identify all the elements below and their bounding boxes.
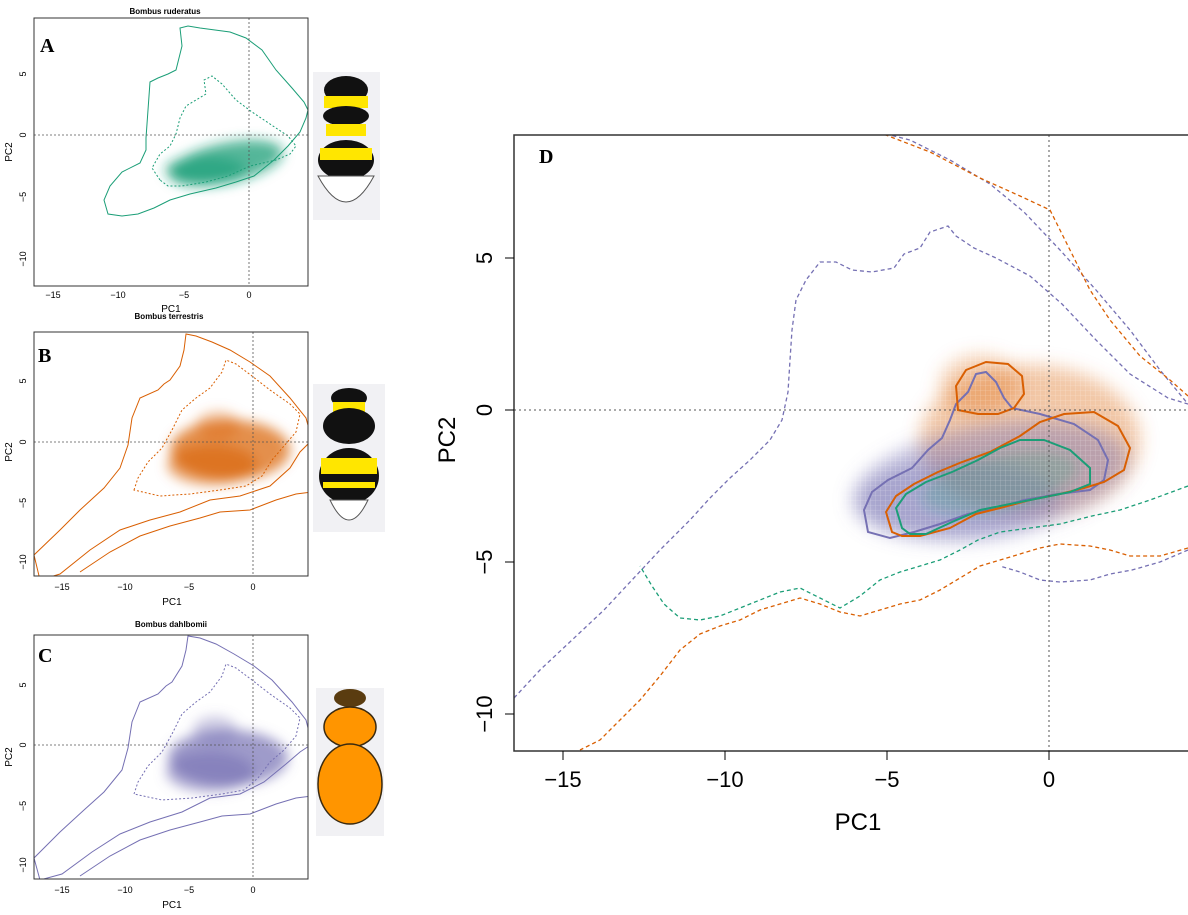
panel-c-letter: C	[38, 645, 52, 667]
panel-c-xtick-2: −10	[117, 885, 132, 895]
panel-c-ytick-2: −5	[18, 801, 28, 811]
panel-a-xtick-1: −15	[45, 290, 60, 300]
panel-a-inner-contour	[151, 75, 297, 187]
panel-c-outer-contour	[34, 635, 308, 879]
panel-b: Bombus terrestris B −15 −10 −5 0 −10 −5 …	[4, 312, 385, 608]
panel-c-frame	[33, 634, 309, 880]
panel-a-ytick-2: −5	[18, 192, 28, 202]
panel-b-y-ticks: −10 −5 0 5	[18, 378, 28, 569]
panel-c-xtick-3: −5	[184, 885, 194, 895]
panel-a-xtick-2: −10	[110, 290, 125, 300]
panel-c-x-ticks: −15 −10 −5 0	[54, 885, 255, 895]
panel-d-y-tick-marks	[505, 257, 514, 715]
panel-b-density	[167, 411, 290, 485]
panel-d-xlabel: PC1	[835, 809, 882, 836]
panel-b-xtick-3: −5	[184, 582, 194, 592]
panel-a-ytick-3: 0	[18, 132, 28, 137]
panel-d-letter: D	[539, 146, 553, 168]
panel-d-ytick-4: 5	[472, 252, 497, 264]
panel-d-y-ticks: −10 −5 0 5	[472, 252, 497, 733]
panel-c-ytick-4: 5	[18, 682, 28, 687]
panel-b-xlabel: PC1	[162, 597, 182, 608]
panel-a-xlabel: PC1	[161, 304, 181, 315]
panel-d-frame	[513, 134, 1188, 752]
panel-d-dashed-contour-orange	[579, 543, 1188, 751]
panel-a-letter: A	[40, 35, 55, 57]
panel-d-contour-orange-2	[954, 360, 1026, 415]
panel-a-ytick-1: −10	[18, 251, 28, 266]
panel-c-ytick-1: −10	[18, 857, 28, 872]
panel-a-y-ticks: −10 −5 0 5	[18, 71, 28, 266]
panel-d-dashed-contour-upper	[883, 135, 1188, 397]
panel-b-letter: B	[38, 345, 51, 367]
panel-c-outer-contour-2	[79, 795, 308, 877]
panel-a-ylabel: PC2	[4, 142, 15, 162]
panel-d-ylabel: PC2	[434, 417, 461, 464]
panel-d-dashed-contour-purple	[514, 135, 1188, 699]
panel-c-ylabel: PC2	[4, 747, 15, 767]
panel-b-ytick-4: 5	[18, 378, 28, 383]
panel-c-xtick-1: −15	[54, 885, 69, 895]
panel-a-xtick-4: 0	[246, 290, 251, 300]
bee-illustration-b	[313, 384, 385, 532]
panel-b-xtick-2: −10	[117, 582, 132, 592]
panel-b-ylabel: PC2	[4, 442, 15, 462]
panel-d-xtick-1: −15	[544, 767, 581, 792]
panel-b-outer-contour-2	[79, 491, 308, 573]
panel-a-xtick-3: −5	[179, 290, 189, 300]
panel-a-title: Bombus ruderatus	[129, 7, 201, 16]
panel-b-xtick-1: −15	[54, 582, 69, 592]
panel-a-ytick-4: 5	[18, 71, 28, 76]
panel-a-frame	[33, 17, 309, 287]
panel-b-outer-contour	[34, 333, 308, 576]
panel-a-density	[165, 140, 283, 186]
panel-d-ytick-1: −10	[472, 695, 497, 732]
panel-b-inner-contour	[133, 359, 301, 497]
bee-illustration-c	[316, 688, 384, 836]
panel-c-xlabel: PC1	[162, 900, 182, 911]
panel-d-xtick-3: −5	[874, 767, 899, 792]
panel-d-dashed-contour-green	[639, 485, 1188, 621]
panel-a-x-ticks: −15 −10 −5 0	[45, 290, 251, 300]
panel-d-x-tick-marks	[562, 751, 1050, 760]
panel-a-outer-contour	[103, 25, 308, 217]
panel-b-title: Bombus terrestris	[135, 312, 204, 321]
panel-c-ytick-3: 0	[18, 742, 28, 747]
panel-c: Bombus dahlbomii C −15 −10 −5 0 −10 −5 0	[4, 620, 384, 911]
panel-b-ytick-1: −10	[18, 554, 28, 569]
panel-c-density	[166, 716, 288, 792]
panel-d-xtick-2: −10	[706, 767, 743, 792]
panel-c-title: Bombus dahlbomii	[135, 620, 207, 629]
panel-b-x-ticks: −15 −10 −5 0	[54, 582, 255, 592]
panel-d-dashed-contour-right	[999, 549, 1188, 583]
panel-c-inner-contour	[133, 663, 301, 801]
panel-d-x-ticks: −15 −10 −5 0	[544, 767, 1055, 792]
panel-b-ytick-3: 0	[18, 439, 28, 444]
bee-illustration-a	[313, 72, 380, 220]
panel-d-contour-orange	[884, 410, 1132, 537]
panel-d-ytick-3: 0	[472, 404, 497, 416]
panel-d-contour-green	[894, 439, 1091, 535]
panel-c-xtick-4: 0	[250, 885, 255, 895]
panel-b-xtick-4: 0	[250, 582, 255, 592]
panel-d: D −15 −10 −5 0 −10 −5 0 5 PC1 PC2	[434, 134, 1188, 836]
panel-b-frame	[33, 331, 309, 577]
panel-d-xtick-4: 0	[1043, 767, 1055, 792]
panel-a: Bombus ruderatus A −15 −10 −5 0 −10	[4, 7, 380, 315]
panel-c-y-ticks: −10 −5 0 5	[18, 682, 28, 872]
panel-b-ytick-2: −5	[18, 498, 28, 508]
panel-d-ytick-2: −5	[472, 549, 497, 574]
